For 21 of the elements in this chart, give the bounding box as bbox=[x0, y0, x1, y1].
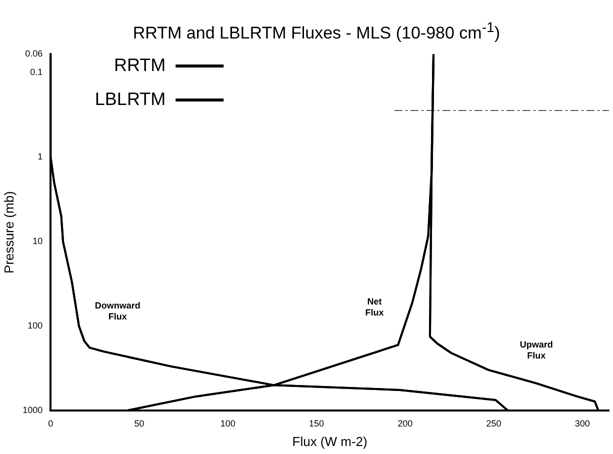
legend-label: LBLRTM bbox=[94, 88, 166, 109]
x-tick-label: 300 bbox=[574, 418, 590, 428]
y-tick-label: 10 bbox=[32, 236, 43, 246]
annotation: Upward Flux bbox=[520, 339, 553, 360]
y-tick-label: 1000 bbox=[22, 405, 43, 416]
y-tick-label: 0.1 bbox=[30, 67, 43, 78]
y-tick-label: 1 bbox=[38, 152, 43, 162]
y-axis-title: Pressure (mb) bbox=[1, 191, 16, 274]
annotation: Net Flux bbox=[365, 296, 384, 318]
x-tick-label: 200 bbox=[398, 418, 413, 428]
legend-label: RRTM bbox=[114, 54, 166, 75]
chart-title: RRTM and LBLRTM Fluxes - MLS (10-980 cm$^{-1}$) bbox=[132, 19, 502, 44]
y-tick-label: 0.06 bbox=[25, 48, 43, 58]
x-tick-label: 150 bbox=[309, 418, 324, 428]
y-tick-label: 100 bbox=[28, 320, 43, 331]
x-tick-label: 250 bbox=[486, 418, 502, 428]
x-tick-label: 50 bbox=[134, 418, 144, 428]
x-axis-title: Flux (W m-2) bbox=[292, 434, 368, 449]
annotation: Downward Flux bbox=[94, 300, 140, 322]
x-tick-label: 0 bbox=[48, 418, 54, 428]
x-tick-label: 100 bbox=[220, 418, 236, 428]
